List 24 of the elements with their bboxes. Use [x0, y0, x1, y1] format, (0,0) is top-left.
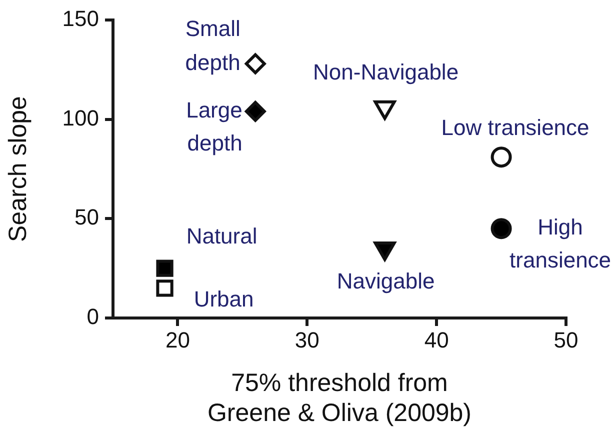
- y-axis-title: Search slope: [4, 96, 32, 242]
- y-tick-label: 150: [62, 6, 99, 32]
- series-label: Low transience: [441, 115, 590, 140]
- series-label: Natural: [186, 223, 258, 248]
- series-label: Non-Navigable: [313, 59, 459, 84]
- series-label: Large depth: [186, 97, 242, 156]
- x-tick-label: 30: [294, 327, 320, 352]
- series-label: High transience: [510, 214, 612, 273]
- x-tick-label: 50: [554, 327, 578, 352]
- point: [156, 260, 174, 277]
- point: [244, 53, 266, 74]
- x-tick-label: 40: [424, 327, 449, 352]
- series-label: Small depth: [185, 16, 240, 75]
- series-label: Urban: [194, 286, 254, 312]
- y-tick-label: 0: [86, 304, 99, 330]
- point: [490, 146, 512, 168]
- x-axis-title: 75% threshold from Greene & Oliva (2009b): [207, 368, 472, 427]
- point: [244, 100, 266, 122]
- point: [156, 280, 174, 297]
- x-tick-label: 20: [165, 327, 190, 352]
- point: [490, 218, 512, 240]
- y-tick-label: 50: [74, 204, 99, 230]
- y-tick-label: 100: [62, 105, 99, 130]
- series-label: Navigable: [336, 268, 435, 294]
